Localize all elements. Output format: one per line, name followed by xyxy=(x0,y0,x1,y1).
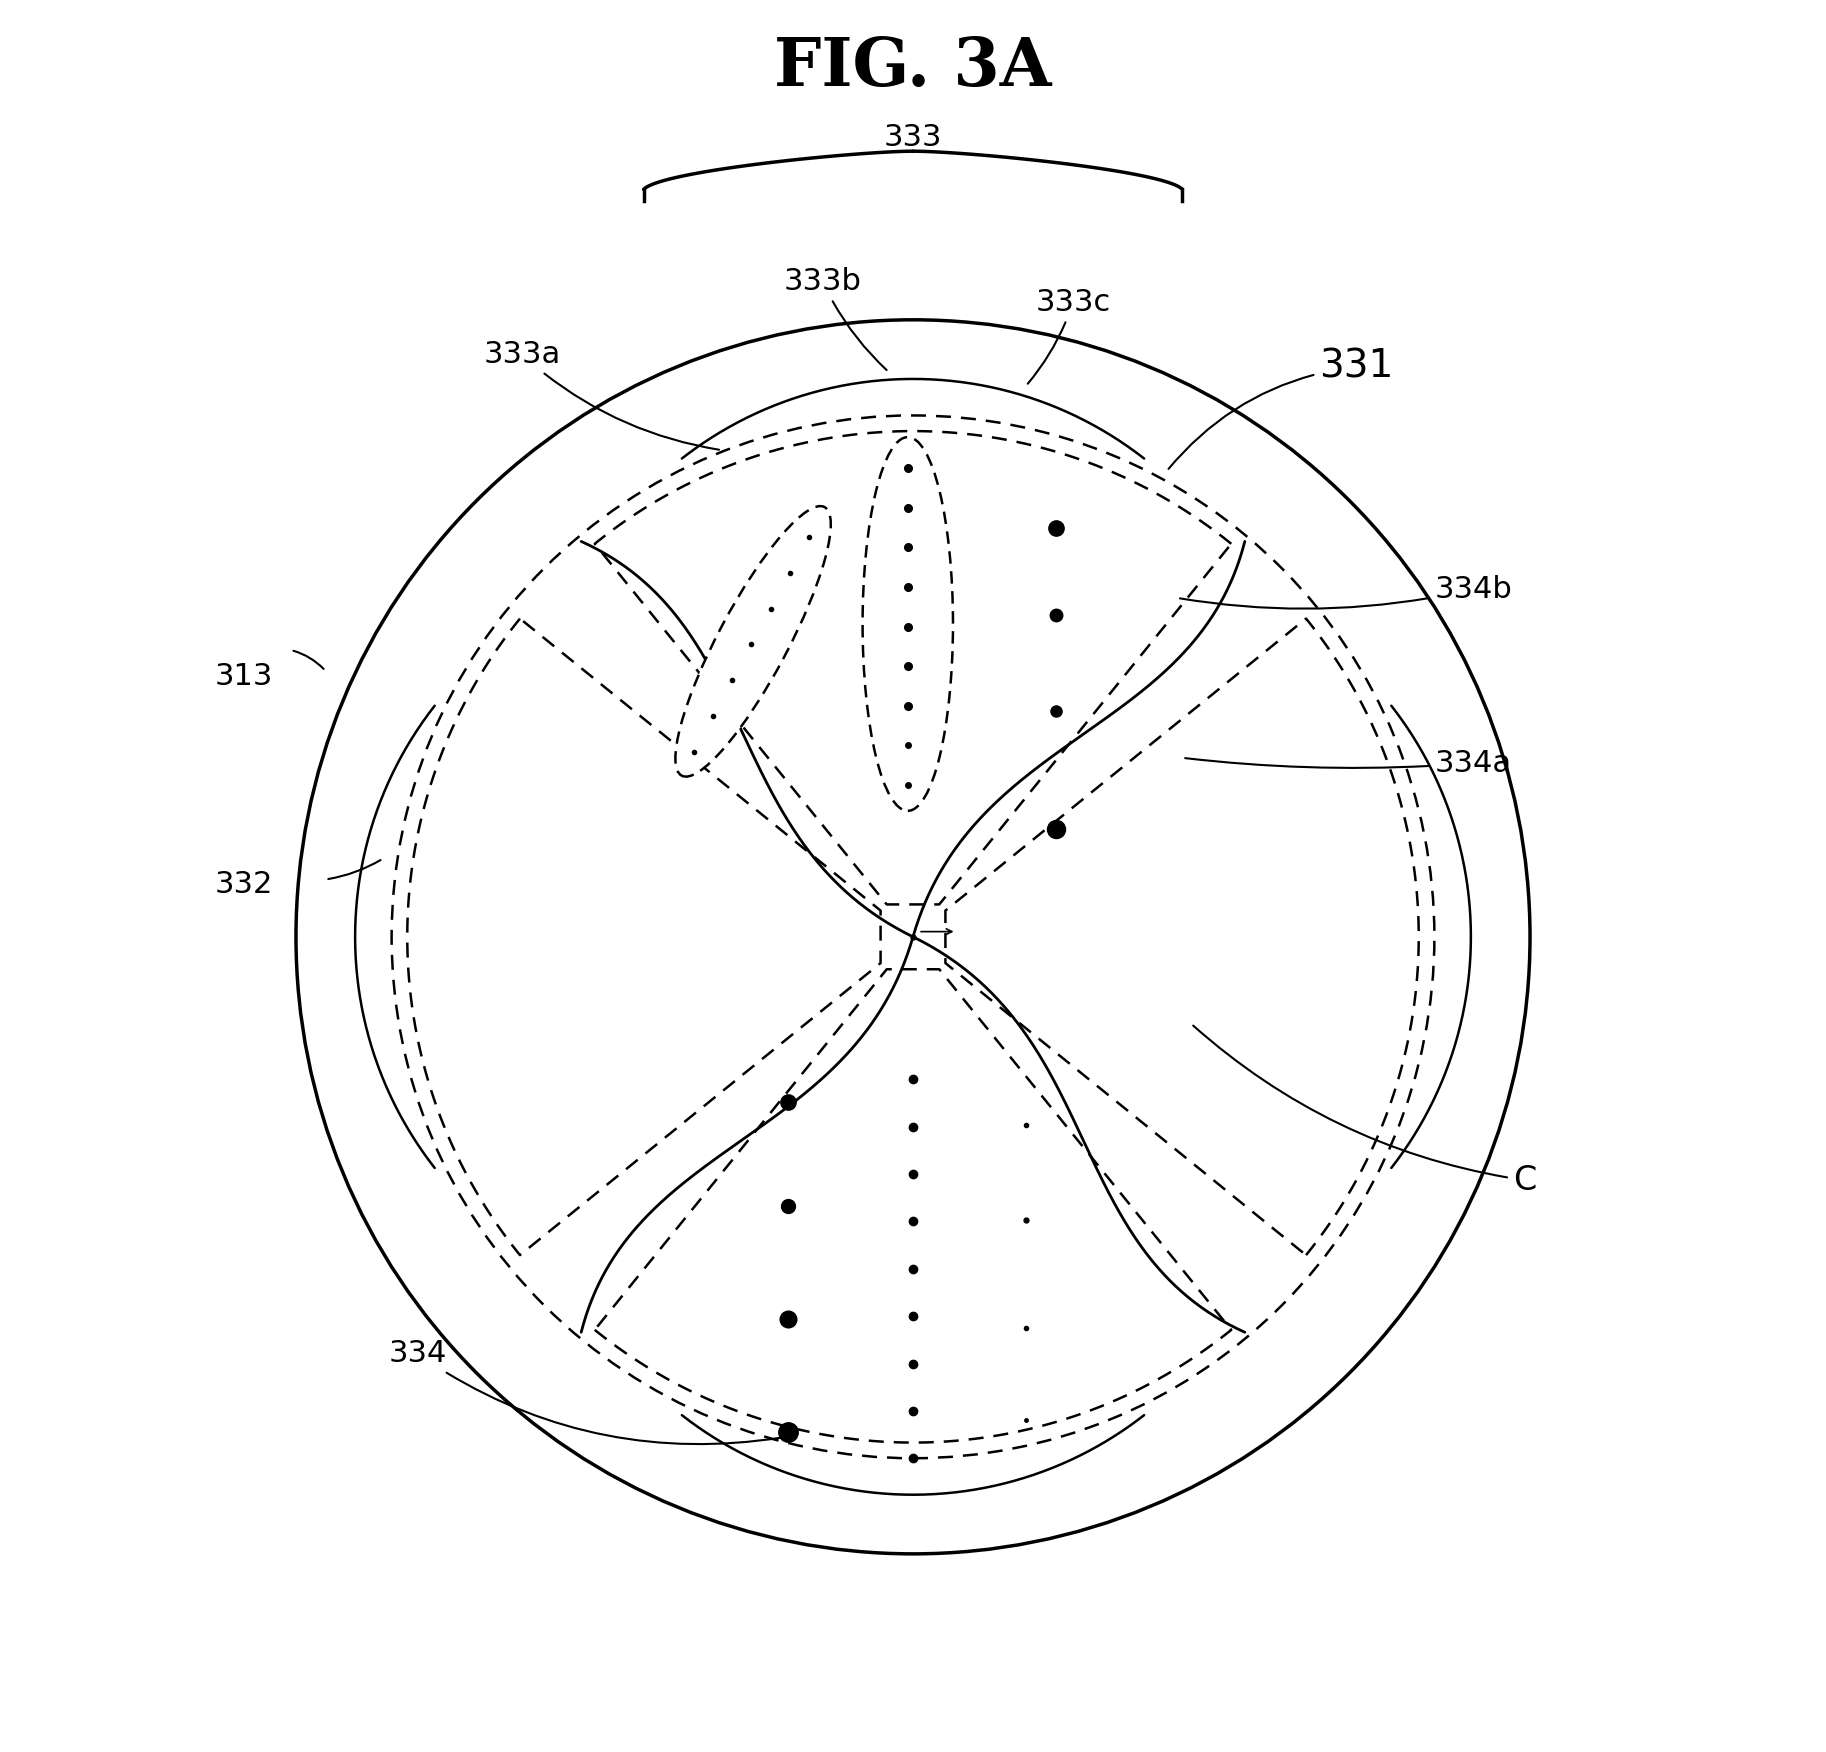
Text: FIG. 3A: FIG. 3A xyxy=(774,35,1052,100)
Ellipse shape xyxy=(862,438,953,811)
Text: 334b: 334b xyxy=(1180,575,1512,608)
Text: 333a: 333a xyxy=(484,340,719,450)
Text: 334a: 334a xyxy=(1185,748,1512,778)
Text: 333: 333 xyxy=(884,123,942,152)
Text: 331: 331 xyxy=(1169,347,1393,470)
Text: 332: 332 xyxy=(215,871,274,899)
Text: 334: 334 xyxy=(389,1340,780,1444)
Text: C: C xyxy=(1192,1025,1536,1197)
Text: 313: 313 xyxy=(215,662,274,690)
Ellipse shape xyxy=(676,506,831,776)
Text: 333b: 333b xyxy=(783,266,887,370)
Text: 333c: 333c xyxy=(1028,287,1110,384)
